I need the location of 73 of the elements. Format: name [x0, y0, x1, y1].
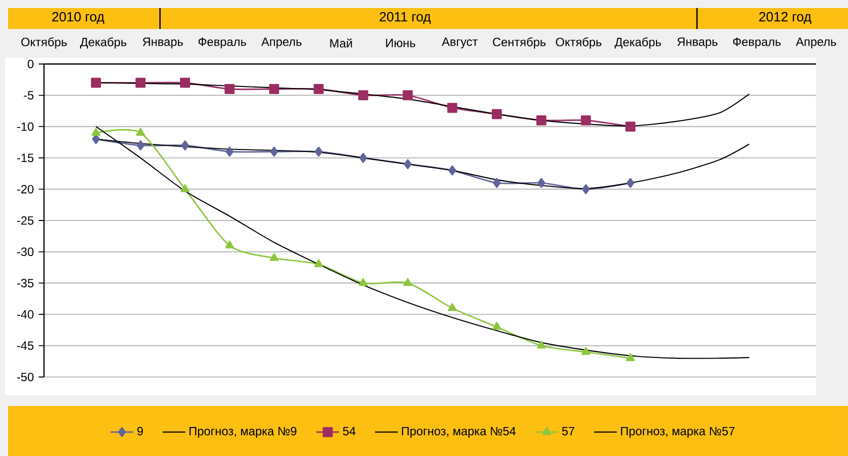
point [269, 84, 280, 94]
text: Январь [142, 38, 183, 48]
point [582, 184, 590, 194]
point [314, 259, 324, 268]
legend-label: Прогноз, марка №57 [621, 426, 735, 438]
point [581, 346, 590, 355]
point [492, 109, 502, 120]
y-tick-label: -20 [17, 184, 34, 194]
point [136, 128, 145, 136]
point [359, 152, 368, 163]
point [404, 159, 412, 170]
point [225, 240, 234, 248]
point [314, 146, 323, 157]
y-tick-label: -30 [17, 248, 34, 256]
legend-label: 9 [137, 426, 143, 436]
text: Апрель [261, 38, 302, 48]
point [224, 84, 235, 94]
point [358, 278, 368, 286]
point [90, 78, 101, 88]
legend-label: Прогноз, марка №54 [402, 426, 516, 438]
legend-label: 54 [342, 426, 356, 436]
y-tick-label: -35 [17, 278, 34, 288]
point [403, 278, 412, 286]
point [180, 184, 190, 192]
text: Октябрь [21, 37, 67, 49]
point [270, 253, 279, 261]
point [181, 140, 189, 150]
y-tick-label: -25 [17, 216, 34, 225]
point [537, 178, 546, 188]
point [492, 322, 502, 330]
y-tick-label: -10 [17, 122, 34, 131]
point [136, 78, 146, 88]
point [358, 90, 368, 100]
y-tick-label: 0 [28, 60, 34, 68]
point [536, 340, 546, 349]
y-tick-label: -50 [17, 372, 34, 382]
point [226, 146, 234, 157]
legend-label: Прогноз, марка №9 [190, 426, 296, 438]
text: Декабрь [80, 37, 126, 49]
text: Апрель [796, 38, 836, 48]
text: Октябрь [556, 37, 602, 49]
point [492, 178, 501, 188]
point [448, 303, 457, 311]
point [270, 146, 278, 157]
y-tick-label: -40 [17, 310, 34, 319]
point [402, 90, 413, 100]
point [180, 78, 190, 88]
point [314, 84, 324, 94]
point [625, 122, 636, 132]
text: Сентябрь [492, 37, 546, 49]
point [626, 353, 635, 362]
text: 2012 год [759, 12, 812, 24]
point [92, 128, 100, 136]
text: Август [442, 38, 478, 48]
text: 2010 год [52, 12, 104, 24]
point [136, 140, 144, 150]
y-tick-label: -45 [17, 342, 34, 350]
text: Декабрь [614, 37, 661, 49]
point [447, 102, 458, 113]
text: Май [330, 38, 352, 48]
point [580, 115, 591, 126]
text: 2011 год [380, 12, 431, 24]
legend-label: 57 [562, 426, 574, 436]
y-tick-label: -15 [17, 154, 34, 162]
text: Июнь [386, 38, 416, 48]
text: Февраль [733, 38, 781, 48]
point [626, 178, 634, 188]
point [92, 134, 100, 144]
point [448, 165, 456, 176]
y-tick-label: -5 [24, 91, 34, 100]
text: Февраль [198, 38, 246, 48]
text: Январь [677, 38, 718, 48]
point [536, 115, 546, 126]
